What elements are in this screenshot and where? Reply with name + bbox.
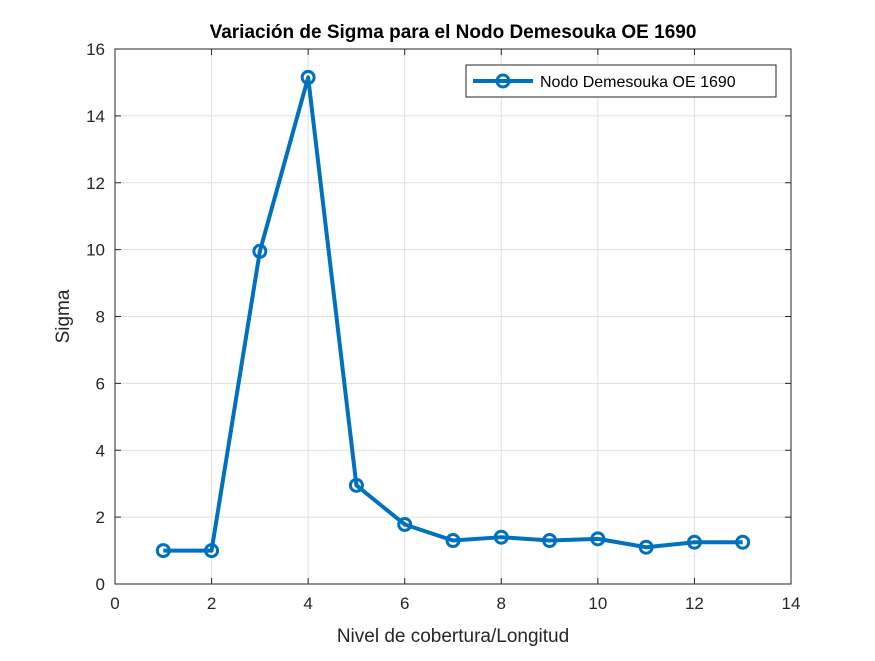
data-point[interactable] [445, 533, 461, 549]
y-axis-label: Sigma [53, 289, 74, 343]
data-point[interactable] [397, 516, 413, 532]
x-tick-label: 2 [207, 594, 216, 613]
data-point[interactable] [300, 69, 316, 85]
y-tick-label: 6 [96, 374, 105, 393]
x-axis-label: Nivel de cobertura/Longitud [337, 626, 569, 647]
y-tick-label: 8 [96, 308, 105, 327]
y-tick-label: 4 [96, 441, 105, 460]
legend[interactable]: Nodo Demesouka OE 1690 [465, 64, 777, 98]
data-point[interactable] [493, 529, 509, 545]
data-point[interactable] [155, 543, 171, 559]
data-point[interactable] [686, 534, 702, 550]
y-tick-label: 0 [96, 575, 105, 594]
tick-labels: 0 2 4 6 8 10 12 14 0 2 4 6 8 10 12 14 16 [86, 40, 800, 613]
chart-title: Variación de Sigma para el Nodo Demesouk… [210, 22, 697, 43]
x-tick-label: 14 [782, 594, 801, 613]
data-point[interactable] [542, 533, 558, 549]
axes [114, 48, 792, 585]
x-tick-label: 12 [685, 594, 704, 613]
x-tick-label: 6 [400, 594, 409, 613]
legend-entry-label: Nodo Demesouka OE 1690 [540, 74, 736, 91]
data-point[interactable] [252, 243, 268, 259]
data-point[interactable] [590, 531, 606, 547]
data-point[interactable] [204, 543, 220, 559]
x-tick-label: 4 [303, 594, 312, 613]
y-tick-label: 14 [86, 107, 105, 126]
y-tick-label: 2 [96, 508, 105, 527]
series-layer [155, 69, 751, 559]
y-tick-label: 12 [86, 174, 105, 193]
y-tick-label: 10 [86, 241, 105, 260]
x-tick-label: 0 [110, 594, 119, 613]
y-tick-label: 16 [86, 40, 105, 59]
x-tick-label: 8 [497, 594, 506, 613]
x-tick-label: 10 [588, 594, 607, 613]
legend-marker-sample [495, 73, 511, 89]
series-line [163, 75, 743, 553]
data-point[interactable] [735, 534, 751, 550]
data-point[interactable] [348, 477, 364, 493]
data-point[interactable] [638, 539, 654, 555]
